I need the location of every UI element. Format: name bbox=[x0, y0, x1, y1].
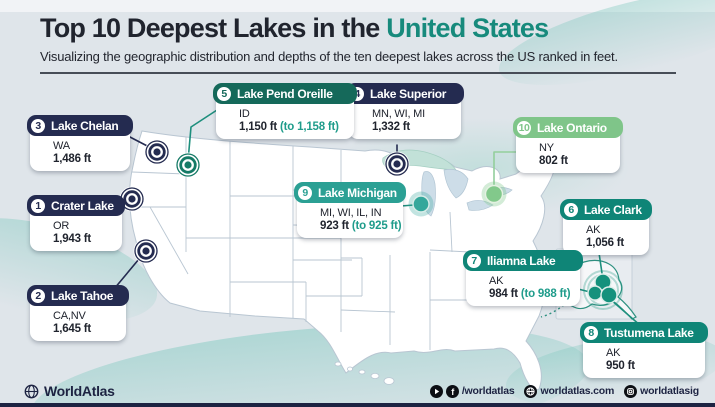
lake-states: AK bbox=[606, 347, 621, 359]
callout-header: 9 Lake Michigan bbox=[294, 182, 406, 203]
social-group-website[interactable]: worldatlas.com bbox=[524, 384, 615, 398]
bottom-bar bbox=[0, 403, 715, 407]
rank-badge: 10 bbox=[516, 119, 532, 136]
page-subtitle: Visualizing the geographic distribution … bbox=[40, 48, 618, 64]
social-group-instagram[interactable]: worldatlasig bbox=[624, 384, 699, 398]
lake-depth: 802 ft bbox=[539, 155, 568, 167]
lake-states: ID bbox=[239, 108, 250, 120]
lake-depth: 1,332 ft bbox=[372, 121, 411, 133]
marker-lake-michigan bbox=[408, 191, 434, 217]
brand-name: WorldAtlas bbox=[44, 383, 115, 399]
callout-header: 4 Lake Superior bbox=[346, 83, 464, 104]
callout-header: 3 Lake Chelan bbox=[27, 115, 133, 136]
footer: WorldAtlas f /worldatlas bbox=[0, 382, 715, 400]
lake-name: Lake Clark bbox=[584, 202, 642, 217]
callout-tustumena-lake: 8 Tustumena Lake AK 950 ft bbox=[580, 322, 708, 378]
callout-crater-lake: 1 Crater Lake OR 1,943 ft bbox=[27, 195, 125, 251]
lake-states: MN, WI, MI bbox=[372, 108, 425, 120]
callout-header: 1 Crater Lake bbox=[27, 195, 125, 216]
lake-depth: 984 ft (to 988 ft) bbox=[489, 288, 571, 300]
rank-badge: 5 bbox=[216, 85, 232, 102]
callout-header: 6 Lake Clark bbox=[560, 199, 652, 220]
marker-lake-superior bbox=[384, 151, 410, 177]
social-links: f /worldatlas worldatlas.com bbox=[429, 384, 699, 398]
lake-name: Iliamna Lake bbox=[487, 253, 556, 268]
svg-text:f: f bbox=[451, 387, 455, 397]
social-group-worldatlas[interactable]: f /worldatlas bbox=[429, 384, 515, 398]
play-icon bbox=[429, 384, 443, 398]
rank-badge: 9 bbox=[297, 184, 313, 201]
rank-badge: 1 bbox=[30, 197, 46, 214]
lake-name: Lake Ontario bbox=[537, 120, 607, 135]
marker-lake-pend-oreille bbox=[175, 152, 201, 178]
lake-name: Lake Superior bbox=[370, 86, 447, 101]
marker-lake-ontario bbox=[481, 181, 507, 207]
callout-header: 7 Iliamna Lake bbox=[463, 250, 583, 271]
title-highlight: United States bbox=[386, 13, 549, 43]
lake-name: Lake Chelan bbox=[51, 118, 119, 133]
callout-lake-michigan: 9 Lake Michigan MI, WI, IL, IN 923 ft (to… bbox=[294, 182, 406, 238]
instagram-icon bbox=[624, 384, 638, 398]
header-divider bbox=[40, 71, 676, 74]
rank-badge: 2 bbox=[30, 287, 46, 304]
callout-header: 5 Lake Pend Oreille bbox=[213, 83, 357, 104]
depth-note: (to 1,158 ft) bbox=[280, 121, 339, 133]
marker-alaska-lakes bbox=[583, 270, 623, 310]
title-prefix: Top 10 Deepest Lakes in the bbox=[40, 13, 387, 43]
lake-depth: 1,056 ft bbox=[586, 237, 625, 249]
callout-lake-chelan: 3 Lake Chelan WA 1,486 ft bbox=[27, 115, 133, 171]
facebook-icon: f bbox=[445, 384, 459, 398]
social-handle: /worldatlas bbox=[461, 385, 515, 397]
lake-depth: 1,486 ft bbox=[53, 153, 92, 165]
lake-depth: 1,943 ft bbox=[53, 233, 92, 245]
lake-name: Crater Lake bbox=[51, 198, 114, 213]
lake-name: Lake Michigan bbox=[318, 185, 397, 200]
callout-header: 8 Tustumena Lake bbox=[580, 322, 708, 343]
lake-states: AK bbox=[586, 224, 601, 236]
lake-depth: 923 ft (to 925 ft) bbox=[320, 220, 402, 232]
lake-states: OR bbox=[53, 220, 70, 232]
lake-name: Lake Pend Oreille bbox=[237, 86, 333, 101]
rank-badge: 3 bbox=[30, 117, 46, 134]
depth-note: (to 925 ft) bbox=[351, 220, 402, 232]
marker-lake-tahoe bbox=[133, 238, 159, 264]
callout-header: 2 Lake Tahoe bbox=[27, 285, 129, 306]
lake-states: WA bbox=[53, 140, 70, 152]
callout-lake-tahoe: 2 Lake Tahoe CA,NV 1,645 ft bbox=[27, 285, 129, 341]
callout-iliamna-lake: 7 Iliamna Lake AK 984 ft (to 988 ft) bbox=[463, 250, 583, 306]
marker-lake-chelan bbox=[144, 139, 170, 165]
rank-badge: 6 bbox=[563, 201, 579, 218]
worldatlas-globe-icon bbox=[24, 384, 39, 398]
top-strip bbox=[0, 0, 715, 12]
callout-lake-superior: 4 Lake Superior MN, WI, MI 1,332 ft bbox=[346, 83, 464, 139]
lake-depth: 1,150 ft (to 1,158 ft) bbox=[239, 121, 339, 133]
lake-name: Lake Tahoe bbox=[51, 288, 114, 303]
lake-depth: 950 ft bbox=[606, 360, 635, 372]
globe-icon bbox=[524, 384, 538, 398]
lake-states: NY bbox=[539, 142, 554, 154]
callout-lake-clark: 6 Lake Clark AK 1,056 ft bbox=[560, 199, 652, 255]
lake-states: CA,NV bbox=[53, 310, 86, 322]
callout-lake-pend-oreille: 5 Lake Pend Oreille ID 1,150 ft (to 1,158… bbox=[213, 83, 357, 139]
social-handle: worldatlas.com bbox=[540, 385, 615, 397]
callout-header: 10 Lake Ontario bbox=[513, 117, 623, 138]
callout-lake-ontario: 10 Lake Ontario NY 802 ft bbox=[513, 117, 623, 173]
depth-note: (to 988 ft) bbox=[520, 288, 571, 300]
rank-badge: 7 bbox=[466, 252, 482, 269]
lake-name: Tustumena Lake bbox=[604, 325, 694, 340]
lake-states: AK bbox=[489, 275, 504, 287]
lake-states: MI, WI, IL, IN bbox=[320, 207, 382, 219]
hawaii-islands bbox=[334, 361, 395, 385]
brand: WorldAtlas bbox=[24, 383, 115, 399]
lake-depth: 1,645 ft bbox=[53, 323, 92, 335]
page-title: Top 10 Deepest Lakes in the United State… bbox=[40, 13, 680, 44]
social-handle: worldatlasig bbox=[640, 385, 699, 397]
header: Top 10 Deepest Lakes in the United State… bbox=[40, 13, 680, 74]
rank-badge: 8 bbox=[583, 324, 599, 341]
